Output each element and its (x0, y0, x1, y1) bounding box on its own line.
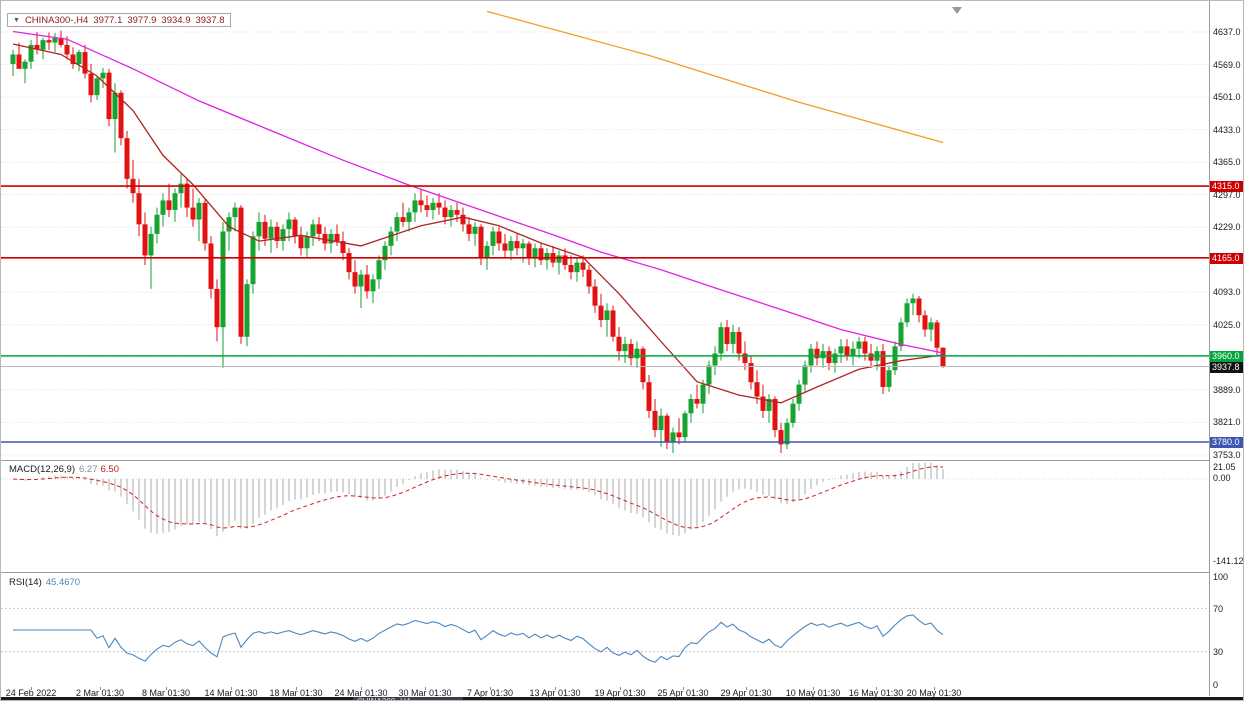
symbol-dropdown-icon[interactable]: ▼ (13, 16, 20, 24)
close-value: 3937.8 (195, 14, 225, 26)
ohlc-info-box: ▼ CHINA300-,H4 3977.1 3977.9 3934.9 3937… (7, 13, 231, 27)
time-label: 29 Apr 01:30 (720, 688, 772, 698)
time-label: 8 Mar 01:30 (141, 688, 191, 698)
time-tick (934, 687, 935, 690)
price-level-badge: 3960.0 (1210, 350, 1243, 362)
ma-long-line (486, 10, 944, 144)
time-label: 18 Mar 01:30 (269, 688, 323, 698)
macd-panel (1, 463, 1209, 537)
window-tabs-bar: CHINA300-,H4 (1, 697, 1243, 700)
axis-label: 4433.0 (1213, 124, 1241, 135)
chart-shift-marker-icon[interactable] (952, 7, 962, 14)
macd-histogram (18, 463, 944, 537)
ma-slow-line (12, 30, 944, 354)
rsi-line (13, 614, 944, 663)
price-level-badge: 4165.0 (1210, 252, 1243, 264)
time-tick (813, 687, 814, 690)
time-tick (876, 687, 877, 690)
axis-label: 3821.0 (1213, 417, 1241, 428)
time-label: 25 Apr 01:30 (657, 688, 709, 698)
time-label: 24 Mar 01:30 (334, 688, 388, 698)
time-scale[interactable]: 24 Feb 2022 2 Mar 01:30 8 Mar 01:30 14 Mar … (1, 687, 1209, 700)
time-tick (361, 687, 362, 690)
grid-layer (1, 31, 1209, 456)
axis-label: 70 (1213, 604, 1224, 614)
axis-label: -141.12 (1213, 556, 1244, 566)
time-label: 13 Apr 01:30 (529, 688, 581, 698)
time-tick (31, 687, 32, 690)
candles-layer (10, 30, 946, 454)
symbol-label: CHINA300-,H4 (24, 14, 89, 26)
time-label: 14 Mar 01:30 (204, 688, 258, 698)
time-label: 2 Mar 01:30 (75, 688, 125, 698)
price-level-badge: 4315.0 (1210, 181, 1243, 193)
rsi-name: RSI(14) (9, 577, 42, 588)
rsi-indicator-label: RSI(14) 45.4670 (9, 577, 80, 588)
time-tick (296, 687, 297, 690)
time-tick (231, 687, 232, 690)
low-value: 3934.9 (161, 14, 191, 26)
high-value: 3977.9 (127, 14, 157, 26)
macd-signal-line (12, 466, 944, 529)
macd-signal-value: 6.50 (100, 464, 120, 475)
time-label: 24 Feb 2022 (5, 688, 57, 698)
time-label: 19 Apr 01:30 (594, 688, 646, 698)
axis-label: 4025.0 (1213, 319, 1241, 330)
time-label: 7 Apr 01:30 (466, 688, 514, 698)
ma-fast-line (12, 43, 944, 404)
axis-label: 4297.0 (1213, 189, 1241, 200)
axis-label: 3753.0 (1213, 449, 1241, 460)
axis-label: 4569.0 (1213, 59, 1241, 70)
time-tick (620, 687, 621, 690)
axis-label: 4365.0 (1213, 157, 1241, 168)
time-tick (166, 687, 167, 690)
time-tick (100, 687, 101, 690)
panel-divider-macd[interactable] (1, 460, 1243, 461)
open-value: 3977.1 (93, 14, 123, 26)
price-level-badge: 3780.0 (1210, 437, 1243, 448)
axis-label: 21.05 (1213, 462, 1236, 472)
time-tick (555, 687, 556, 690)
rsi-value: 45.4670 (45, 577, 81, 588)
time-label: 30 Mar 01:30 (398, 688, 452, 698)
axis-label: 4229.0 (1213, 222, 1241, 233)
axis-label: 4093.0 (1213, 287, 1241, 298)
price-chart-canvas[interactable] (1, 1, 1209, 460)
axis-label: 0.00 (1213, 473, 1231, 483)
axis-label: 3889.0 (1213, 384, 1241, 395)
time-label: 16 May 01:30 (848, 688, 904, 698)
price-scale[interactable]: 4637.0 4569.0 4501.0 4433.0 4365.0 4297.0 4229… (1209, 1, 1244, 696)
panel-divider-rsi[interactable] (1, 572, 1243, 573)
axis-label: 100 (1213, 572, 1229, 582)
time-label: 10 May 01:30 (785, 688, 841, 698)
macd-main-value: 6.27 (79, 464, 98, 475)
time-label: 20 May 01:30 (906, 688, 962, 698)
axis-label: 4637.0 (1213, 27, 1241, 37)
time-tick (683, 687, 684, 690)
rsi-panel (1, 607, 1209, 663)
axis-label: 30 (1213, 647, 1224, 657)
time-tick (425, 687, 426, 690)
macd-name: MACD(12,26,9) (9, 464, 75, 475)
price-level-badge: 3937.8 (1210, 361, 1243, 373)
axis-label: 4501.0 (1213, 92, 1241, 103)
time-tick (490, 687, 491, 690)
macd-indicator-label: MACD(12,26,9) 6.27 6.50 (9, 464, 119, 475)
time-tick (746, 687, 747, 690)
chart-tab-china300[interactable]: CHINA300-,H4 (353, 697, 463, 700)
axis-label: 0 (1213, 680, 1219, 690)
